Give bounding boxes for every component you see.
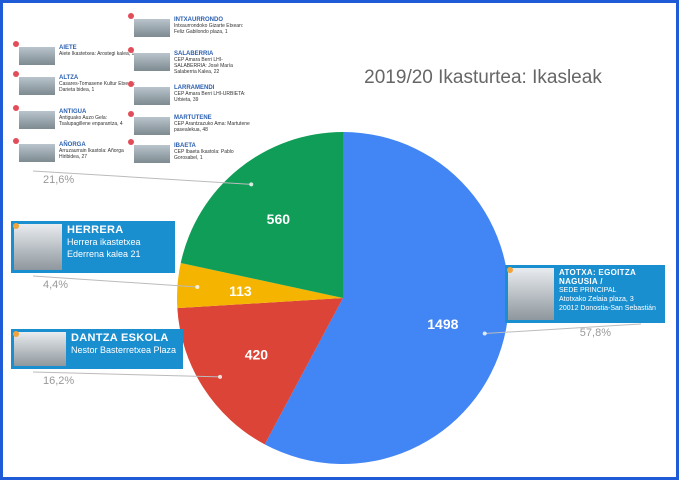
value-label: 420 (245, 347, 269, 363)
photo (508, 268, 554, 320)
location: MARTUTENE CEP Arantzazuko Ama: Martutene … (174, 115, 254, 133)
callout-line: Ederrena kalea 21 (67, 249, 141, 259)
photo (19, 144, 55, 162)
location-text: Intxaurrondoko Gizarte Etxean: Feliz Gab… (174, 23, 244, 35)
pin (128, 81, 134, 87)
location-title: ANTIGUA (59, 109, 87, 115)
callout-text: HERRERA Herrera ikastetxea Ederrena kalea … (67, 224, 141, 260)
pin (13, 41, 19, 47)
chart-title: 2019/20 Ikasturtea: Ikasleak (364, 67, 602, 88)
pin (128, 47, 134, 53)
location: LARRAMENDI CEP Amara Berri LHI-URBIETA: U… (174, 85, 254, 103)
pin (128, 13, 134, 19)
location: IBAETA CEP Ibaeta Ikastola: Pablo Gorosab… (174, 143, 254, 161)
value-label: 113 (229, 283, 252, 299)
location: ANTIGUA Antiguako Auzo Gela: Tsalupagille… (59, 109, 139, 127)
callout-title: ATOTXA: EGOITZA NAGUSIA / (559, 268, 636, 286)
value-label: 1498 (427, 316, 458, 332)
photo (19, 47, 55, 65)
pin (13, 223, 19, 229)
callout: ATOTXA: EGOITZA NAGUSIA / SEDE PRINCIPAL A… (505, 265, 665, 323)
callout-text: ATOTXA: EGOITZA NAGUSIA / SEDE PRINCIPAL A… (559, 268, 665, 313)
location: AÑORGA Arruzaurrain Ikastola: Añorga Hiri… (59, 142, 139, 160)
location-title: INTXAURRONDO (174, 17, 223, 23)
leader-line (32, 275, 198, 288)
pin (13, 71, 19, 77)
percent-label: 16,2% (43, 375, 74, 387)
leader-line (32, 371, 221, 378)
photo (134, 53, 170, 71)
location-title: AIETE (59, 45, 77, 51)
percent-label: 4,4% (43, 279, 68, 291)
location-text: CEP Amara Berri LHI-URBIETA: Urbieta, 39 (174, 91, 246, 103)
photo (134, 19, 170, 37)
pin (13, 331, 19, 337)
callout: HERRERA Herrera ikastetxea Ederrena kalea … (11, 221, 175, 273)
callout-title: HERRERA (67, 224, 124, 236)
pin (128, 111, 134, 117)
location-text: Casares-Tomasene Kultur Etxean: Darieta … (59, 81, 136, 93)
location: SALABERRIA CEP Amara Berri LHI-SALABERRIA… (174, 51, 254, 75)
location-text: Arruzaurrain Ikastola: Añorga Hiribidea,… (59, 148, 124, 160)
callout-title: DANTZA ESKOLA (71, 332, 169, 344)
location-text: Aiete Ikastetxea: Arostegi kalea, 1 (59, 51, 135, 57)
location-title: MARTUTENE (174, 115, 212, 121)
pie-slice (177, 262, 343, 309)
location-text: Antiguako Auzo Gela: Tsalupagillene enpa… (59, 115, 123, 127)
callout-line: Herrera ikastetxea (67, 237, 141, 247)
callout-line: Atotxako Zelaia plaza, 3 (559, 296, 634, 303)
photo (14, 332, 66, 366)
value-label: 560 (267, 211, 291, 227)
leader-line (32, 170, 252, 185)
location-title: SALABERRIA (174, 51, 214, 57)
location-text: CEP Ibaeta Ikastola: Pablo Gorosabel, 1 (174, 149, 234, 161)
pie-slice (180, 132, 343, 298)
percent-label: 57,8% (580, 327, 611, 339)
callout-line: SEDE PRINCIPAL (559, 287, 617, 294)
photo (19, 77, 55, 95)
percent-label: 21,6% (43, 174, 74, 186)
pie-slice (177, 298, 343, 445)
location: AIETE Aiete Ikastetxea: Arostegi kalea, 1 (59, 45, 139, 57)
pie-slice (264, 132, 509, 464)
leader-dot (249, 182, 254, 187)
pin (507, 267, 513, 273)
pin (13, 105, 19, 111)
location-title: ALTZA (59, 75, 79, 81)
pin (128, 139, 134, 145)
leader-line (484, 323, 642, 335)
leader-dot (482, 331, 487, 336)
chart: 2019/20 Ikasturtea: Ikasleak 1498 57,8% 42… (32, 67, 642, 464)
callout-line: Nestor Basterretxea Plaza (71, 345, 177, 355)
photo (19, 111, 55, 129)
location-text: CEP Arantzazuko Ama: Martutene pasealeku… (174, 121, 250, 133)
leader-dot (195, 284, 200, 289)
location-title: IBAETA (174, 143, 196, 149)
location: ALTZA Casares-Tomasene Kultur Etxean: Dar… (59, 75, 139, 93)
photo (14, 224, 62, 270)
photo (134, 117, 170, 135)
location-title: LARRAMENDI (174, 85, 215, 91)
location: INTXAURRONDO Intxaurrondoko Gizarte Etxea… (174, 17, 254, 35)
pin (13, 138, 19, 144)
photo (134, 87, 170, 105)
leader-dot (218, 374, 223, 379)
callout-line: 20012 Donostia-San Sebastián (559, 305, 656, 312)
location-title: AÑORGA (59, 142, 86, 148)
photo (134, 145, 170, 163)
location-text: CEP Amara Berri LHI-SALABERRIA: José Mar… (174, 57, 233, 75)
callout: DANTZA ESKOLA Nestor Basterretxea Plaza (11, 329, 183, 369)
callout-text: DANTZA ESKOLA Nestor Basterretxea Plaza (71, 332, 176, 356)
